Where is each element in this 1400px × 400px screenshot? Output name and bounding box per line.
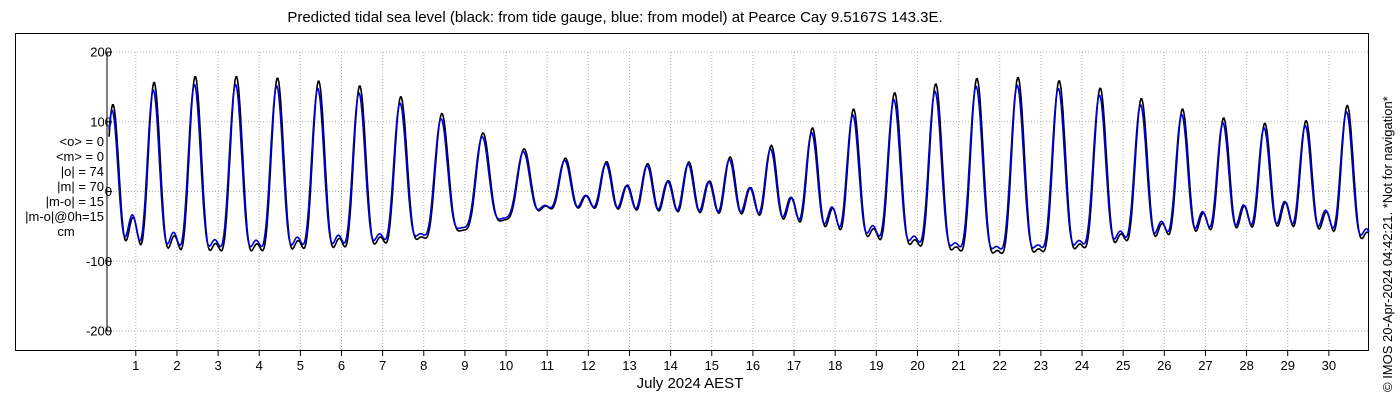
x-tick-label: 16	[746, 358, 760, 373]
x-tick-label: 3	[214, 358, 221, 373]
stat-diff: |m-o| = 15	[45, 194, 104, 209]
x-tick-label: 17	[787, 358, 801, 373]
plot-frame	[15, 33, 1369, 351]
x-tick-label: 9	[461, 358, 468, 373]
x-tick-label: 18	[828, 358, 842, 373]
x-tick-label: 15	[705, 358, 719, 373]
x-tick-label: 13	[622, 358, 636, 373]
x-tick-label: 14	[663, 358, 677, 373]
x-tick-label: 30	[1322, 358, 1336, 373]
x-tick-label: 8	[420, 358, 427, 373]
x-tick-label: 4	[256, 358, 263, 373]
x-tick-label: 27	[1198, 358, 1212, 373]
y-tick-label: -100	[86, 254, 112, 269]
x-tick-label: 19	[869, 358, 883, 373]
x-tick-label: 11	[540, 358, 554, 373]
x-tick-label: 5	[297, 358, 304, 373]
stat-unit: cm	[57, 224, 75, 239]
stat-model-mean: <m> = 0	[55, 149, 104, 164]
y-tick-label: 200	[90, 45, 112, 60]
x-tick-label: 25	[1116, 358, 1130, 373]
series-line-model	[108, 83, 1370, 250]
x-tick-label: 1	[132, 358, 139, 373]
stat-obs-mean: <o> = 0	[59, 134, 104, 149]
y-tick-label: -200	[86, 324, 112, 339]
x-tick-label: 2	[173, 358, 180, 373]
x-tick-label: 26	[1157, 358, 1171, 373]
stat-obs-abs: |o| = 74	[60, 164, 104, 179]
stat-diff-0h: |m-o|@0h=15	[25, 209, 104, 224]
x-tick-label: 20	[910, 358, 924, 373]
x-tick-label: 29	[1280, 358, 1294, 373]
x-axis-label: July 2024 AEST	[636, 375, 744, 392]
stats-panel: <o> = 0 <m> = 0 |o| = 74 |m| = 70 |m-o| …	[8, 134, 104, 239]
x-tick-label: 7	[379, 358, 386, 373]
x-tick-label: 28	[1239, 358, 1253, 373]
stat-model-abs: |m| = 70	[57, 179, 104, 194]
x-tick-label: 12	[581, 358, 595, 373]
x-tick-label: 10	[499, 358, 513, 373]
y-tick-label: 0	[105, 184, 112, 199]
x-tick-label: 6	[338, 358, 345, 373]
series-line-tide-gauge	[108, 75, 1370, 255]
copyright-notice: © IMOS 20-Apr-2024 04:42:21. *Not for na…	[1380, 96, 1395, 392]
x-tick-label: 21	[951, 358, 965, 373]
x-tick-label: 24	[1075, 358, 1089, 373]
x-tick-label: 22	[993, 358, 1007, 373]
chart-title: Predicted tidal sea level (black: from t…	[287, 9, 943, 26]
x-tick-label: 23	[1034, 358, 1048, 373]
